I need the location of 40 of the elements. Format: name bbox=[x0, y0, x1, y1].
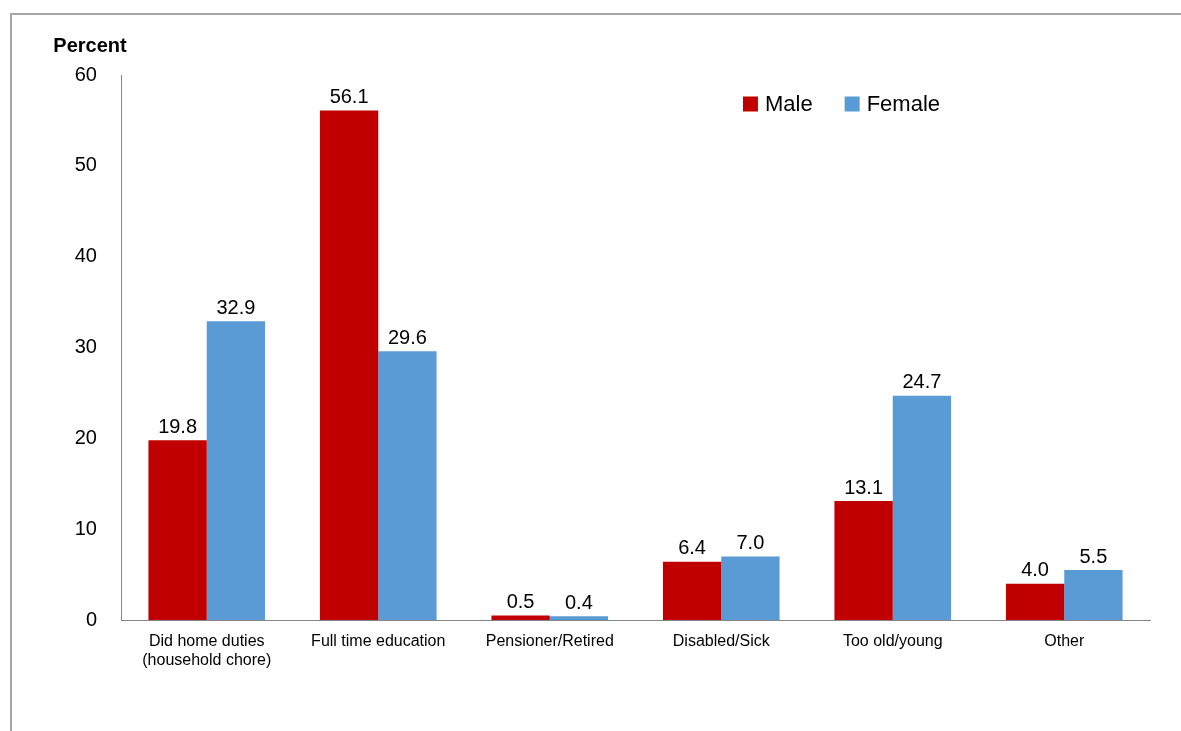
legend-label: Male bbox=[764, 91, 813, 117]
data-label: 29.6 bbox=[387, 325, 427, 348]
y-tick-label: 0 bbox=[85, 607, 97, 630]
data-label: 5.5 bbox=[1079, 544, 1108, 567]
bar bbox=[1005, 583, 1065, 620]
y-tick-label: 30 bbox=[74, 335, 97, 358]
bar bbox=[549, 616, 609, 620]
x-tick-label: Pensioner/Retired bbox=[485, 632, 614, 650]
x-tick-label: Disabled/Sick bbox=[672, 632, 771, 650]
bar bbox=[721, 556, 780, 620]
data-label: 19.8 bbox=[158, 414, 198, 437]
data-label: 0.5 bbox=[506, 589, 535, 612]
bar bbox=[834, 501, 893, 620]
bar bbox=[662, 561, 722, 620]
data-label: 7.0 bbox=[736, 530, 765, 553]
bar bbox=[892, 395, 952, 620]
x-tick-label: Too old/young bbox=[842, 632, 943, 650]
x-tick-label: Other bbox=[1044, 632, 1085, 650]
data-label: 32.9 bbox=[216, 295, 256, 318]
bar bbox=[148, 440, 207, 620]
x-tick-label: Full time education bbox=[311, 632, 446, 650]
bar bbox=[1064, 570, 1123, 620]
data-label: 6.4 bbox=[678, 536, 706, 559]
bar bbox=[319, 110, 379, 620]
data-label: 56.1 bbox=[329, 84, 369, 107]
bar bbox=[491, 615, 550, 620]
y-tick-label: 40 bbox=[74, 244, 97, 267]
y-axis-title: Percent bbox=[53, 33, 128, 56]
bar bbox=[206, 321, 266, 620]
bar bbox=[378, 351, 437, 620]
x-tick-label: Did home duties (household chore) bbox=[142, 632, 272, 669]
data-label: 4.0 bbox=[1021, 558, 1049, 581]
y-tick-label: 60 bbox=[74, 62, 97, 85]
y-tick-label: 20 bbox=[74, 425, 97, 448]
legend-label: Female bbox=[866, 91, 940, 117]
y-tick-label: 10 bbox=[74, 516, 97, 539]
data-label: 13.1 bbox=[844, 475, 884, 498]
y-tick-label: 50 bbox=[74, 153, 97, 176]
data-label: 0.4 bbox=[565, 590, 593, 613]
data-label: 24.7 bbox=[902, 370, 942, 393]
